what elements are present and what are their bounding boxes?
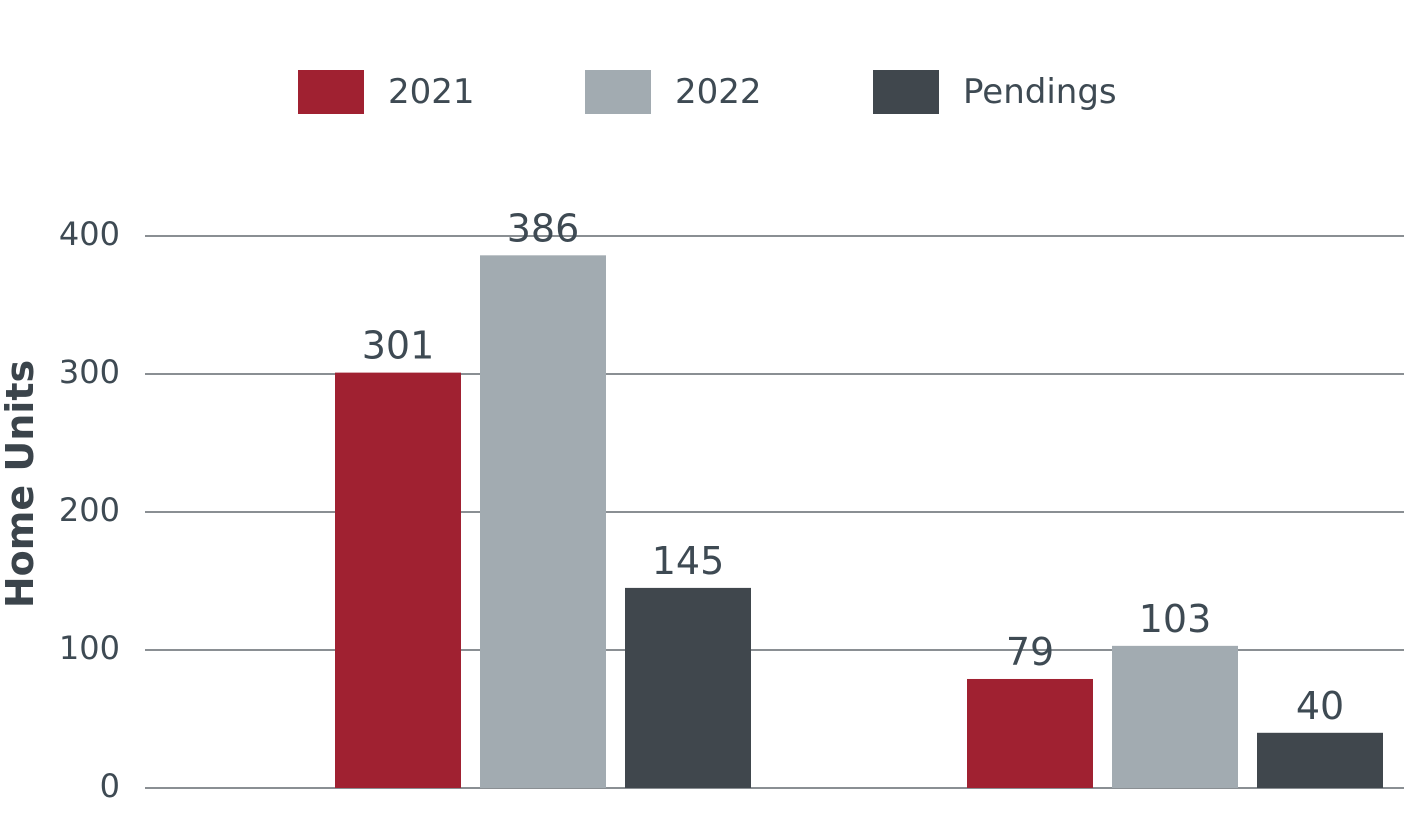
- y-tick-label-200: 200: [59, 491, 120, 529]
- data-label-2021-group-1: 301: [362, 324, 435, 368]
- legend: 2021 2022 Pendings: [0, 69, 1404, 115]
- legend-label-pendings: Pendings: [963, 72, 1117, 112]
- data-label-pendings-group-2: 40: [1296, 684, 1344, 728]
- legend-item-2022: 2022: [585, 69, 762, 115]
- data-label-2022-group-1: 386: [507, 206, 580, 250]
- legend-label-2021: 2021: [388, 72, 475, 112]
- legend-item-pendings: Pendings: [873, 69, 1117, 115]
- legend-swatch-pendings: [873, 70, 939, 114]
- data-label-2022-group-2: 103: [1139, 597, 1212, 641]
- legend-swatch-2022: [585, 70, 651, 114]
- y-tick-label-300: 300: [59, 353, 120, 391]
- bar-pendings-group-2: [1257, 732, 1383, 788]
- y-tick-label-400: 400: [59, 215, 120, 253]
- legend-swatch-2021: [298, 70, 364, 114]
- y-tick-label-100: 100: [59, 629, 120, 667]
- data-label-pendings-group-1: 145: [652, 539, 725, 583]
- bar-2022-group-1: [480, 255, 606, 788]
- y-tick-label-0: 0: [100, 767, 120, 805]
- bar-pendings-group-1: [625, 587, 751, 788]
- legend-label-2022: 2022: [675, 72, 762, 112]
- bar-2022-group-2: [1112, 645, 1238, 788]
- bar-2021-group-2: [967, 678, 1093, 788]
- data-label-2021-group-2: 79: [1006, 630, 1054, 674]
- bar-2021-group-1: [335, 372, 461, 788]
- legend-item-2021: 2021: [298, 69, 475, 115]
